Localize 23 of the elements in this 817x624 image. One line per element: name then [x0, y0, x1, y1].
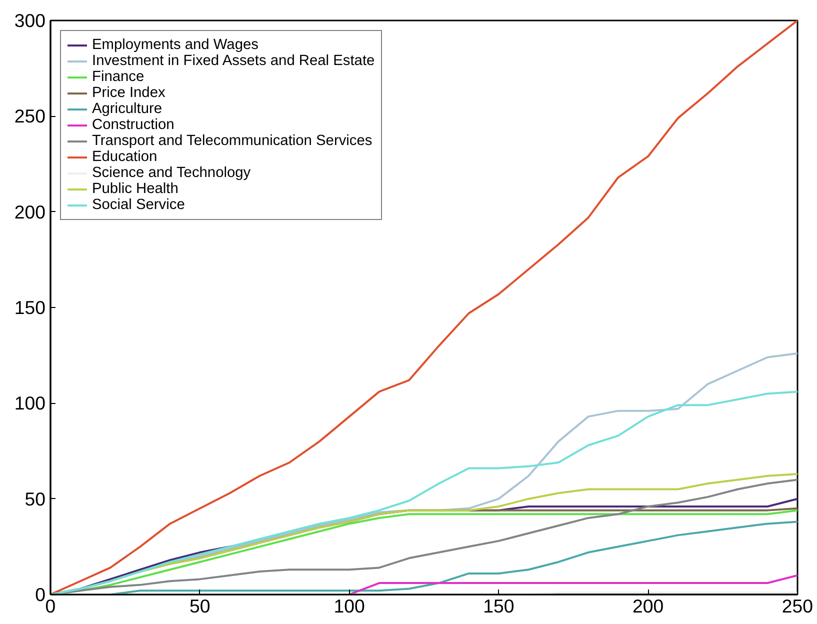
legend-label: Employments and Wages — [92, 37, 258, 53]
legend-label: Social Service — [92, 197, 185, 213]
y-tick-label: 200 — [14, 201, 46, 222]
legend-label: Education — [92, 149, 158, 165]
y-tick-label: 300 — [14, 10, 46, 31]
legend-label: Construction — [92, 117, 174, 133]
x-tick-label: 50 — [190, 596, 210, 616]
y-tick-label: 100 — [14, 392, 46, 414]
y-tick-label: 150 — [14, 297, 46, 318]
legend-label: Price Index — [92, 85, 166, 101]
line-series — [50, 20, 798, 594]
x-tick-label: 250 — [782, 596, 814, 616]
legend-label: Public Health — [92, 181, 178, 197]
y-tick-label: 250 — [14, 106, 46, 127]
legend-label: Transport and Telecommunication Services — [92, 133, 372, 149]
x-tick-label: 150 — [483, 596, 514, 616]
y-tick-label: 50 — [24, 488, 46, 510]
legend-label: Agriculture — [92, 101, 162, 117]
x-tick-label: 200 — [632, 596, 664, 616]
legend-label: Investment in Fixed Assets and Real Estate — [92, 53, 375, 69]
legend-label: Science and Technology — [92, 165, 251, 181]
legend-label: Finance — [92, 69, 144, 85]
x-tick-label: 100 — [334, 596, 365, 616]
